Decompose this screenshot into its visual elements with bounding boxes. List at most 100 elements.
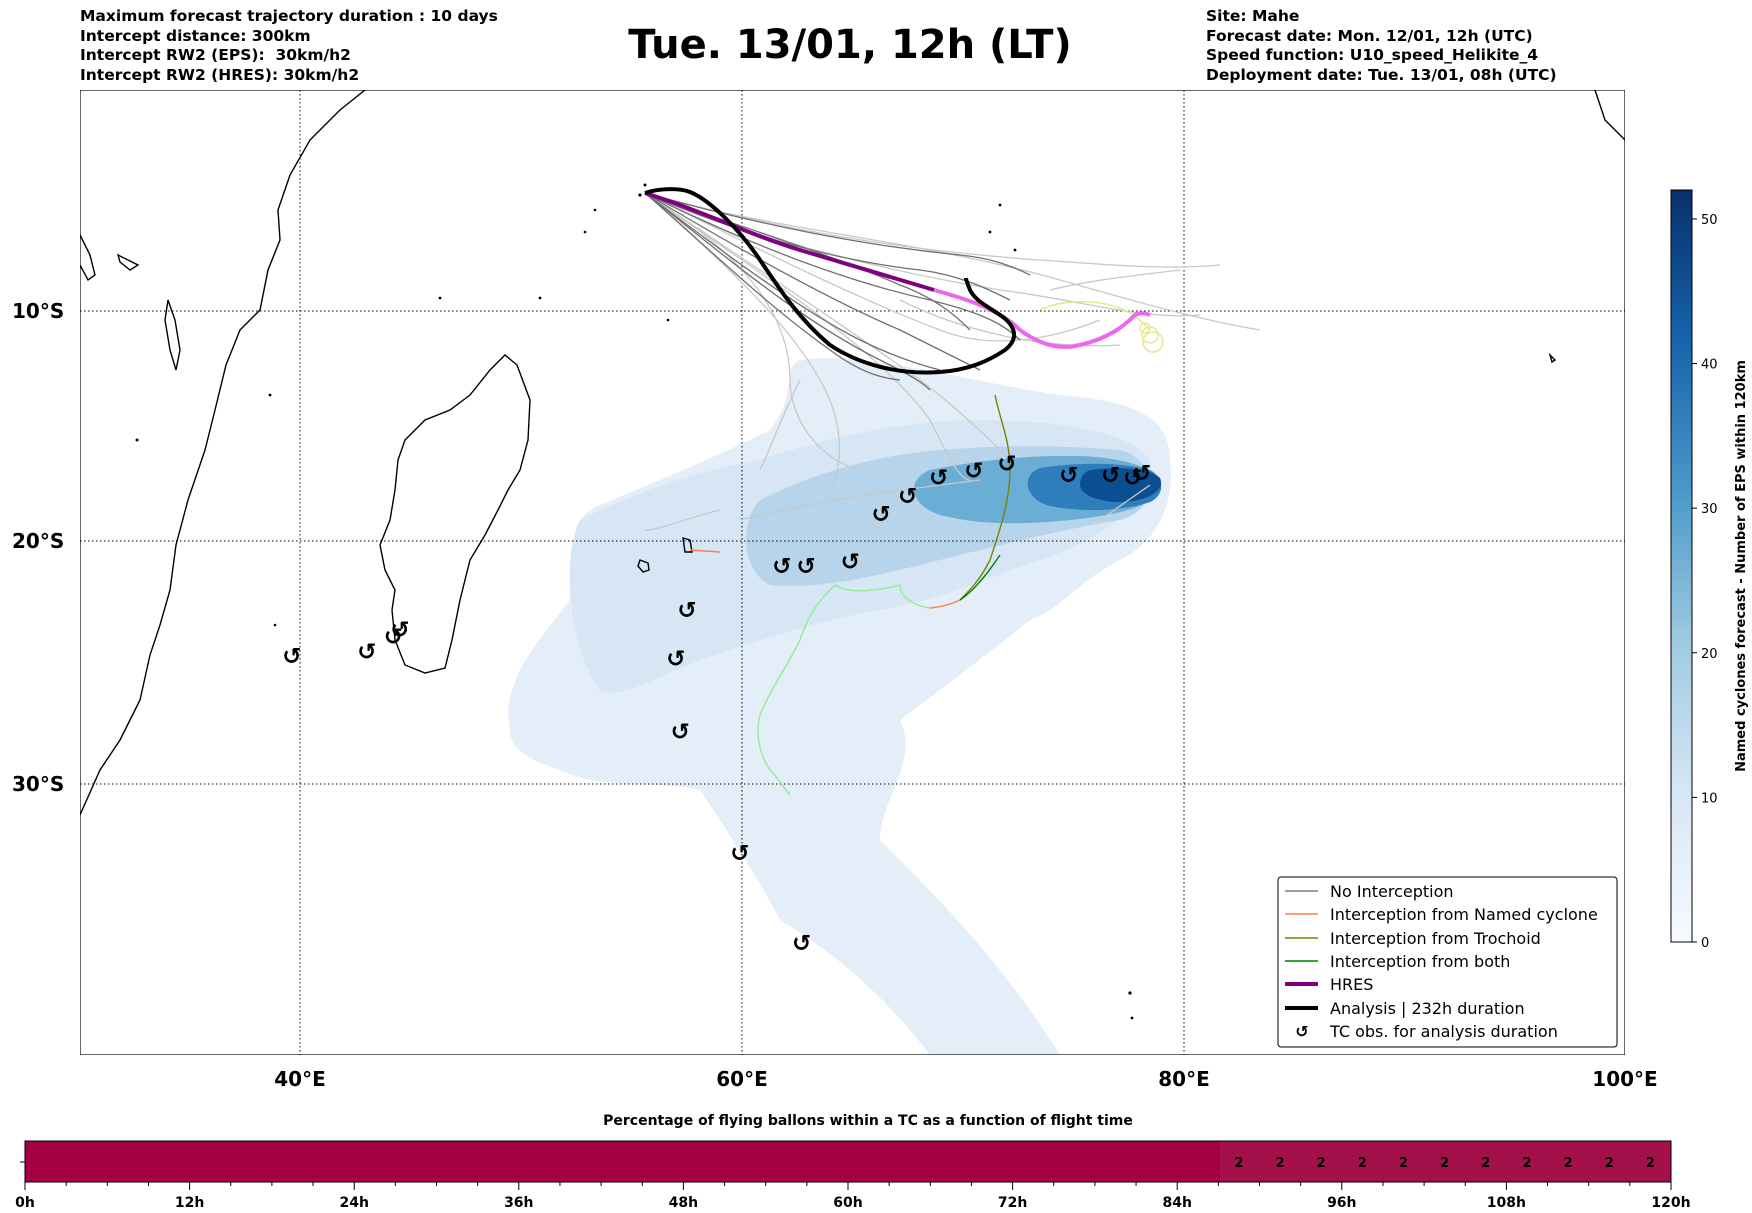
bar-cell-values: 2 2 2 2 2 2 2 2 2 2 2 (1234, 1156, 1655, 1171)
colorbar: 0 10 20 30 40 50 Named cyclones forecast - Nu… (1670, 189, 1749, 951)
coast-reunion (682, 537, 693, 553)
coast-lake (164, 299, 181, 371)
colorbar-tick-label: 0 (1701, 936, 1709, 951)
legend-label-analysis: Analysis | 232h duration (1330, 999, 1525, 1018)
coast-africa (80, 90, 366, 816)
legend-label-hres: HRES (1330, 975, 1373, 994)
colorbar-tick-label: 40 (1701, 358, 1718, 373)
bar-cell-value: 2 (1234, 1156, 1243, 1171)
legend-label-trochoid: Interception from Trochoid (1330, 929, 1541, 948)
legend-box (1277, 876, 1618, 1048)
info-rw2-eps: Intercept RW2 (EPS): 30km/h2 (80, 46, 351, 64)
info-intercept-distance: Intercept distance: 300km (80, 26, 311, 45)
coast-islet-1 (116, 253, 140, 271)
flight-time-bar: Percentage of flying ballons within a TC… (15, 1113, 1690, 1211)
coast-island-north (80, 234, 96, 282)
coast-asia (1594, 90, 1625, 141)
bar-cell-value: 2 (1399, 1156, 1408, 1171)
trajectory-named-cyclone-2 (689, 549, 721, 553)
bar-cell-value: 2 (1276, 1156, 1285, 1171)
colorbar-tick-label: 10 (1701, 791, 1718, 806)
bar-cell-value: 2 (1358, 1156, 1367, 1171)
colorbar-tick-label: 50 (1701, 213, 1718, 228)
info-duration: Maximum forecast trajectory duration : 1… (80, 7, 498, 25)
tc-observation-icon: ↺ (964, 459, 983, 485)
bar-cell-value: 2 (1564, 1156, 1573, 1171)
tc-observations: ↺ ↺↺↺↺↺↺↺↺ ↺↺↺↺↺↺ ↺ ↺ ↺ ↺ ↺↺ (282, 452, 1151, 957)
tc-observation-icon: ↺ (1132, 461, 1151, 487)
trajectory-analysis (644, 187, 1016, 375)
coast-island-east (1548, 352, 1557, 364)
colorbar-tick-label: 30 (1701, 502, 1718, 517)
tc-observation-icon: ↺ (997, 452, 1016, 478)
info-rw2-hres: Intercept RW2 (HRES): 30km/h2 (80, 65, 360, 84)
legend-label-both: Interception from both (1330, 952, 1510, 971)
tc-observation-icon: ↺ (898, 484, 917, 510)
tc-observation-icon: ↺ (390, 617, 409, 643)
info-speed-function: Speed function: U10_speed_Helikite_4 (1206, 46, 1539, 64)
bar-tick-label: 108h (1487, 1195, 1526, 1211)
tc-observation-icon: ↺ (772, 554, 791, 580)
lon-label-80e: 80°E (1158, 1067, 1210, 1091)
cyclone-density-field (508, 358, 1171, 1055)
bar-cell-value: 2 (1646, 1156, 1655, 1171)
bar-cell-value: 2 (1605, 1156, 1614, 1171)
bar-segment-low (25, 1141, 1220, 1182)
bar-segment-high (1220, 1141, 1671, 1182)
bar-cell-value: 2 (1481, 1156, 1490, 1171)
lat-label-20s: 20°S (12, 529, 64, 553)
info-deployment-date: Deployment date: Tue. 13/01, 08h (UTC) (1206, 65, 1557, 84)
bar-tick-label: 36h (504, 1195, 533, 1211)
graticule (80, 90, 1625, 1055)
bar-tick-label: 60h (833, 1195, 862, 1211)
trajectory-named-cyclone (929, 599, 961, 609)
tc-observation-icon: ↺ (1123, 465, 1142, 491)
trajectory-loops (1039, 301, 1164, 353)
info-right: Site: Mahe Forecast date: Mon. 12/01, 12… (1206, 7, 1557, 85)
trajectory-light-green (757, 584, 931, 796)
bar-tick-label: 0h (15, 1195, 35, 1211)
bar-tick-label: 48h (669, 1195, 698, 1211)
lon-label-40e: 40°E (274, 1067, 326, 1091)
lat-label-10s: 10°S (12, 299, 64, 323)
lon-label-60e: 60°E (716, 1067, 768, 1091)
bar-tick-label: 24h (339, 1195, 368, 1211)
legend: No Interception Interception from Named … (1277, 876, 1618, 1048)
colorbar-ticks: 0 10 20 30 40 50 (1692, 213, 1718, 951)
tc-observation-icon: ↺ (1059, 463, 1078, 489)
coast-madagascar (379, 354, 531, 674)
colorbar-tick-label: 20 (1701, 647, 1718, 662)
bar-tick-label: 84h (1162, 1195, 1191, 1211)
bar-tick-label: 96h (1327, 1195, 1356, 1211)
flight-time-bar-title: Percentage of flying ballons within a TC… (603, 1113, 1133, 1129)
bar-cell-value: 2 (1440, 1156, 1449, 1171)
tc-observation-icon: ↺ (796, 554, 815, 580)
legend-tc-symbol-icon: ↺ (1295, 1022, 1308, 1041)
info-forecast-date: Forecast date: Mon. 12/01, 12h (UTC) (1206, 26, 1533, 45)
tc-observation-icon: ↺ (357, 639, 376, 665)
info-left: Maximum forecast trajectory duration : 1… (80, 7, 498, 85)
lat-label-30s: 30°S (12, 772, 64, 796)
bar-tick-label: 12h (175, 1195, 204, 1211)
tc-observation-icon: ↺ (730, 841, 749, 867)
tc-observation-icon: ↺ (671, 720, 690, 746)
coast-mauritius (637, 559, 650, 573)
legend-label-no-interception: No Interception (1330, 882, 1454, 901)
coastlines (80, 90, 1625, 816)
tc-observation-icon: ↺ (677, 598, 696, 624)
bar-tick-label: 120h (1651, 1195, 1690, 1211)
trajectory-trochoid (959, 394, 1011, 601)
map-area[interactable]: ↺ ↺↺↺↺↺↺↺↺ ↺↺↺↺↺↺ ↺ ↺ ↺ ↺ ↺↺ (80, 90, 1625, 1055)
legend-label-tc-obs: TC obs. for analysis duration (1329, 1022, 1558, 1041)
tc-observation-icon: ↺ (929, 465, 948, 491)
info-site: Site: Mahe (1206, 7, 1300, 25)
legend-label-named-cyclone: Interception from Named cyclone (1330, 905, 1598, 924)
tc-observation-icon: ↺ (841, 549, 860, 575)
tc-observation-icon: ↺ (666, 647, 685, 673)
colorbar-label: Named cyclones forecast - Number of EPS … (1734, 360, 1749, 772)
trajectory-both (959, 554, 1001, 601)
bar-cell-value: 2 (1522, 1156, 1531, 1171)
trajectory-hres (644, 191, 935, 292)
tc-observation-icon: ↺ (384, 625, 403, 651)
bar-time-ticks: 0h 12h 24h 36h 48h 60h 72h 84h 96h 108h 120h (15, 1182, 1691, 1211)
